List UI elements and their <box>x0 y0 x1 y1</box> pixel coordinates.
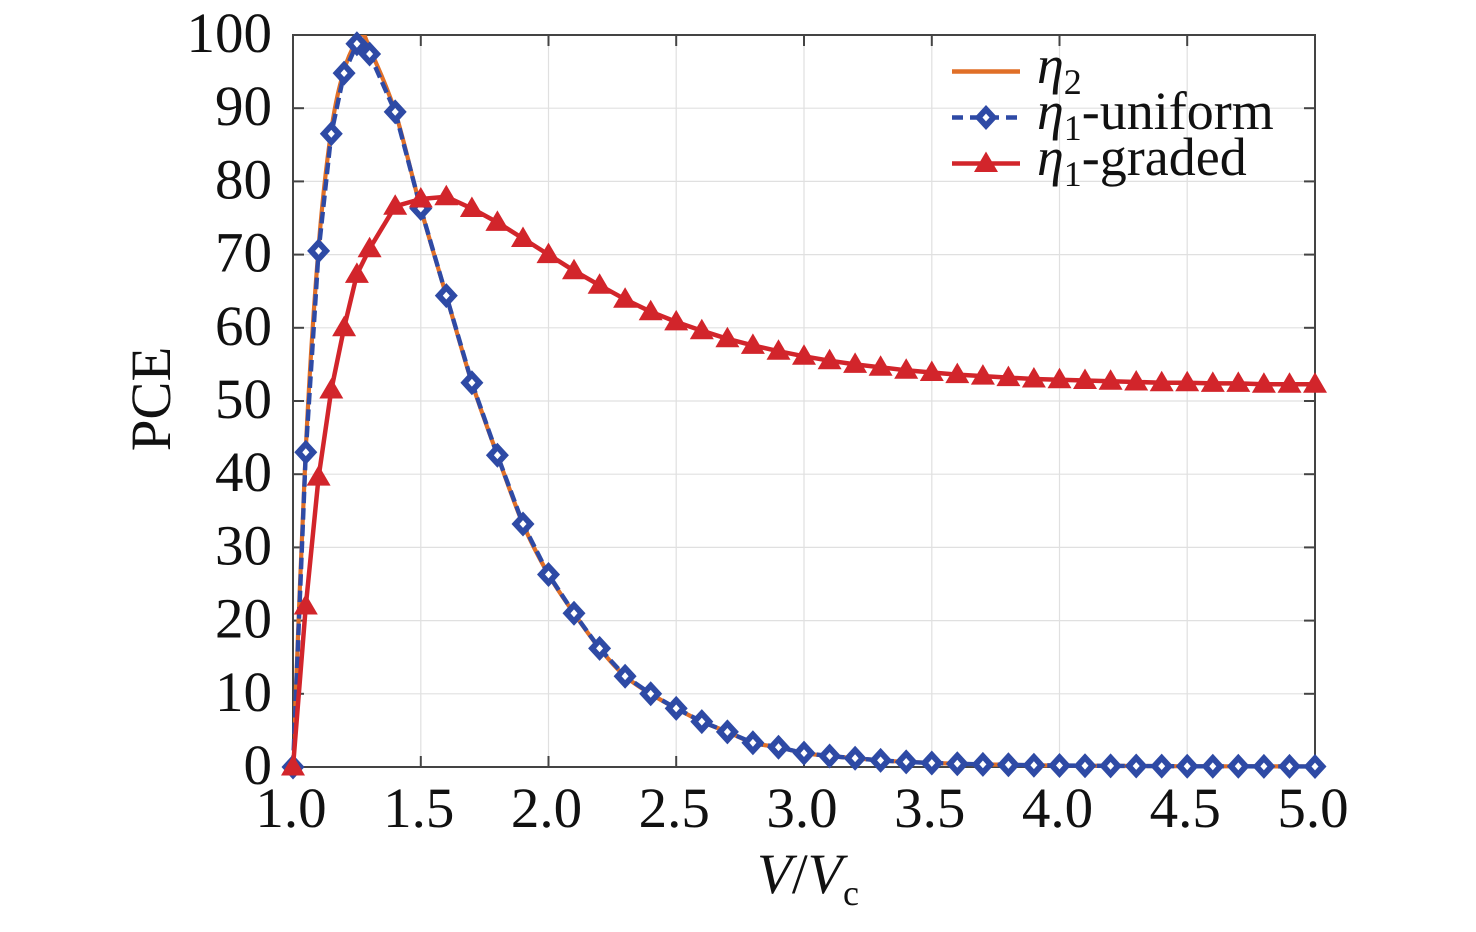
svg-text:1.5: 1.5 <box>383 777 454 840</box>
svg-text:1: 1 <box>1064 108 1082 148</box>
svg-text:η: η <box>1037 127 1064 187</box>
svg-text:η: η <box>1037 81 1064 141</box>
svg-text:70: 70 <box>215 222 272 285</box>
svg-text:1: 1 <box>1064 154 1082 194</box>
svg-text:50: 50 <box>215 368 272 431</box>
svg-text:2: 2 <box>1064 62 1082 102</box>
svg-text:c: c <box>843 873 859 913</box>
svg-text:V/V: V/V <box>757 843 849 906</box>
svg-text:80: 80 <box>215 148 272 211</box>
svg-text:3.5: 3.5 <box>894 777 965 840</box>
svg-text:-uniform: -uniform <box>1082 81 1274 141</box>
svg-text:100: 100 <box>187 2 273 65</box>
svg-text:30: 30 <box>215 514 272 577</box>
svg-text:2.5: 2.5 <box>639 777 710 840</box>
svg-text:40: 40 <box>215 441 272 504</box>
svg-text:90: 90 <box>215 75 272 138</box>
svg-text:10: 10 <box>215 661 272 724</box>
svg-text:η: η <box>1037 35 1064 95</box>
svg-text:3.0: 3.0 <box>766 777 837 840</box>
svg-text:1.0: 1.0 <box>255 777 326 840</box>
svg-text:-graded: -graded <box>1082 127 1247 187</box>
svg-text:60: 60 <box>215 295 272 358</box>
svg-text:4.0: 4.0 <box>1022 777 1093 840</box>
svg-text:PCE: PCE <box>120 347 183 452</box>
svg-text:2.0: 2.0 <box>511 777 582 840</box>
svg-text:5.0: 5.0 <box>1277 777 1348 840</box>
svg-text:4.5: 4.5 <box>1150 777 1221 840</box>
svg-text:20: 20 <box>215 588 272 651</box>
svg-text:0: 0 <box>244 734 273 797</box>
